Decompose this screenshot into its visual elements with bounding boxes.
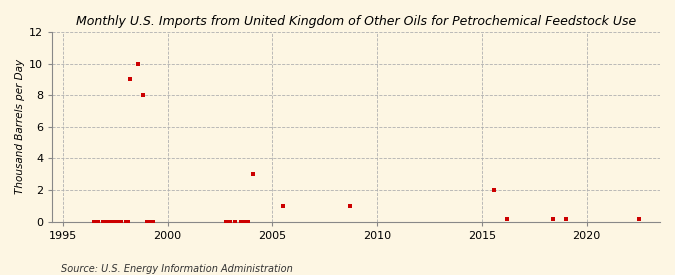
Point: [148, 219, 159, 224]
Point: [560, 217, 571, 222]
Point: [89, 219, 100, 224]
Point: [145, 219, 156, 224]
Point: [143, 219, 154, 224]
Title: Monthly U.S. Imports from United Kingdom of Other Oils for Petrochemical Feedsto: Monthly U.S. Imports from United Kingdom…: [76, 15, 637, 28]
Text: Source: U.S. Energy Information Administration: Source: U.S. Energy Information Administ…: [61, 264, 292, 274]
Point: [120, 219, 131, 224]
Point: [547, 217, 558, 222]
Point: [225, 219, 236, 224]
Point: [93, 219, 104, 224]
Point: [502, 217, 512, 222]
Point: [634, 217, 645, 222]
Point: [122, 219, 133, 224]
Point: [112, 219, 123, 224]
Point: [116, 219, 127, 224]
Point: [489, 188, 500, 192]
Point: [236, 219, 246, 224]
Point: [99, 219, 110, 224]
Point: [141, 219, 152, 224]
Point: [103, 219, 114, 224]
Point: [230, 219, 240, 224]
Point: [124, 77, 135, 82]
Point: [133, 61, 144, 66]
Point: [221, 219, 232, 224]
Point: [248, 172, 259, 177]
Point: [108, 219, 119, 224]
Point: [240, 219, 250, 224]
Point: [344, 204, 355, 208]
Point: [138, 93, 149, 97]
Point: [97, 219, 108, 224]
Point: [277, 204, 288, 208]
Y-axis label: Thousand Barrels per Day: Thousand Barrels per Day: [15, 59, 25, 194]
Point: [243, 219, 254, 224]
